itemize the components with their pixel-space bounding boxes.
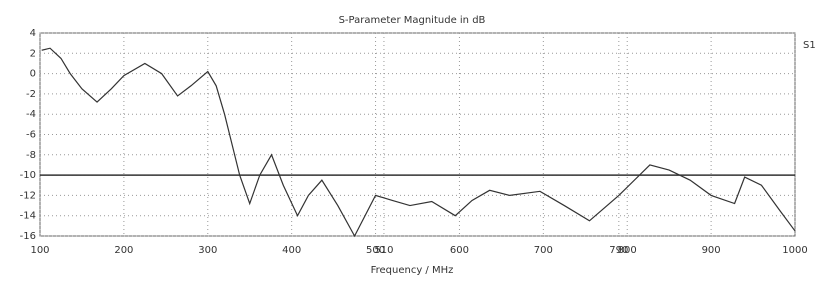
x-tick-label: 510 (374, 245, 393, 256)
x-tick-label: 300 (198, 245, 217, 256)
y-tick-label: -8 (26, 150, 36, 161)
y-tick-label: -2 (26, 89, 36, 100)
y-tick-label: -4 (26, 109, 36, 120)
y-tick-label: 2 (30, 48, 36, 59)
x-tick-label: 800 (618, 245, 637, 256)
x-axis-label: Frequency / MHz (371, 265, 454, 276)
x-tick-label: 700 (534, 245, 553, 256)
chart: S-Parameter Magnitude in dB Frequency / … (0, 0, 831, 293)
plot-frame (40, 33, 795, 236)
legend-entry: S1 (803, 40, 816, 51)
y-tick-label: -16 (20, 231, 36, 242)
x-tick-label: 900 (702, 245, 721, 256)
x-tick-label: 200 (114, 245, 133, 256)
y-tick-label: 0 (30, 69, 36, 80)
series-line (42, 48, 795, 236)
x-tick-label: 600 (450, 245, 469, 256)
x-tick-label: 1000 (782, 245, 807, 256)
y-tick-label: -10 (20, 170, 36, 181)
y-tick-label: -12 (20, 190, 36, 201)
chart-title: S-Parameter Magnitude in dB (339, 15, 486, 26)
y-tick-label: -6 (26, 130, 36, 141)
y-tick-label: -14 (20, 211, 36, 222)
x-tick-label: 400 (282, 245, 301, 256)
y-tick-label: 4 (30, 28, 36, 39)
x-tick-label: 100 (30, 245, 49, 256)
